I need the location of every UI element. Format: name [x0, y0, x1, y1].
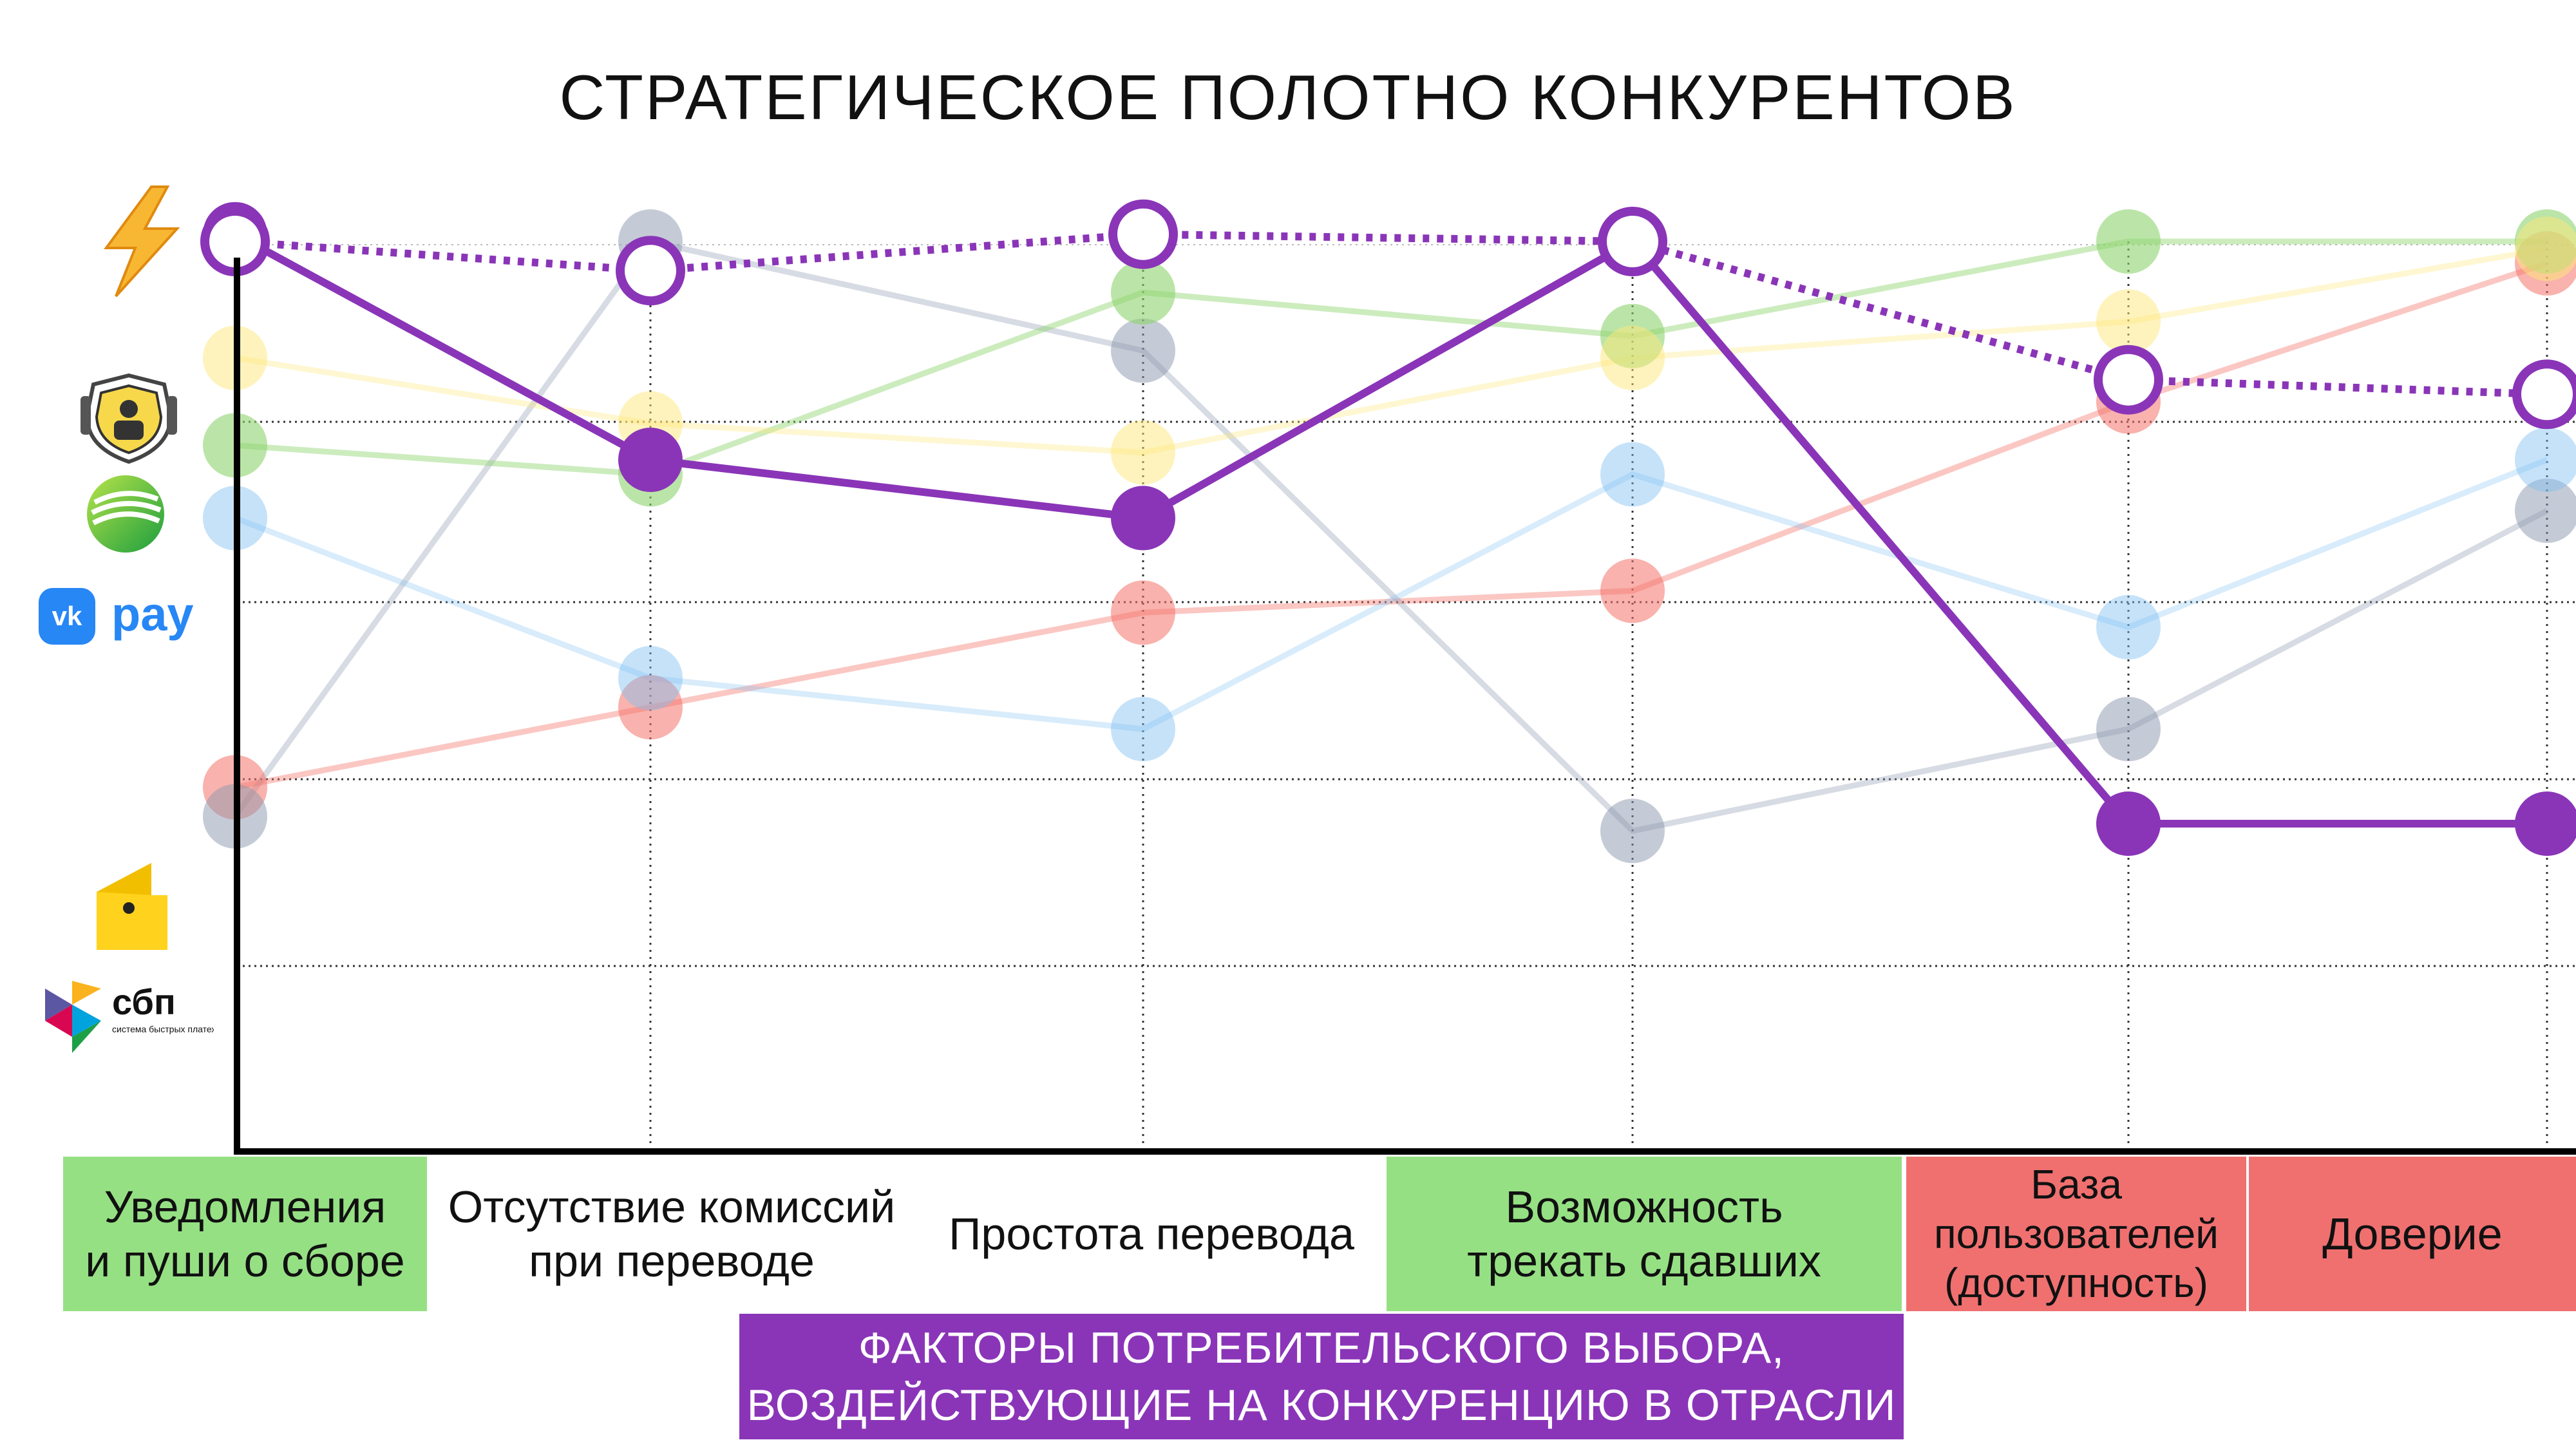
category-simplicity: Простота перевода — [916, 1157, 1387, 1311]
series-5-point-5 — [2515, 791, 2576, 856]
series-6-point-5 — [2512, 359, 2576, 430]
chart-title: СТРАТЕГИЧЕСКОЕ ПОЛОТНО КОНКУРЕНТОВ — [559, 62, 2017, 133]
series-line-0 — [234, 260, 2548, 790]
series-5-point-4 — [2096, 791, 2161, 856]
series-line-1 — [232, 238, 2549, 834]
series-2-point-1 — [618, 646, 683, 710]
series-5-point-1 — [618, 428, 683, 492]
series-line-5 — [233, 231, 2547, 828]
lightning-icon — [104, 185, 180, 298]
series-6-point-2 — [1108, 199, 1178, 269]
series-4-point-5 — [2515, 216, 2576, 281]
pay-text: pay — [111, 587, 194, 641]
series-2-point-2 — [1111, 697, 1175, 762]
series-1-point-2 — [1111, 318, 1175, 383]
vk-badge-text: vk — [52, 601, 82, 631]
series-line-2 — [234, 457, 2548, 732]
series-4-point-2 — [1111, 420, 1175, 485]
category-trust: Доверие — [2249, 1157, 2576, 1311]
series-1-point-3 — [1600, 799, 1665, 864]
series-1-point-4 — [2096, 697, 2161, 762]
series-6-point-4 — [2094, 345, 2163, 415]
series-3-point-2 — [1111, 260, 1175, 325]
category-tracking: Возможность трекать сдавших — [1387, 1157, 1902, 1311]
series-0-point-3 — [1600, 558, 1665, 623]
series-6-point-1 — [616, 236, 685, 306]
series-2-point-4 — [2096, 594, 2161, 659]
series-line-3 — [234, 238, 2547, 478]
axes — [234, 258, 2576, 1155]
factors-banner: ФАКТОРЫ ПОТРЕБИТЕЛЬСКОГО ВЫБОРА, ВОЗДЕЙС… — [739, 1314, 1904, 1439]
sber-logo — [87, 475, 164, 553]
competitor-chart — [200, 199, 2576, 1155]
series-0-point-1 — [618, 675, 683, 740]
series-0-point-2 — [1111, 580, 1175, 645]
series-4-point-4 — [2096, 289, 2161, 354]
sbp-text: сбп — [112, 981, 176, 1022]
series-markers — [200, 199, 2576, 864]
category-no-commission: Отсутствие комиссий при переводе — [427, 1157, 916, 1311]
series-4-point-3 — [1600, 325, 1665, 390]
grid — [237, 242, 2576, 1150]
series-6-point-3 — [1598, 207, 1667, 276]
series-1-point-5 — [2515, 478, 2576, 544]
tinkoff-logo — [80, 373, 177, 464]
series-line-6 — [234, 230, 2548, 399]
series-2-point-3 — [1600, 442, 1665, 507]
sbp-logo: сбп система быстрых платежей — [45, 981, 214, 1053]
series-3-point-4 — [2096, 209, 2161, 274]
series-5-point-2 — [1111, 486, 1175, 551]
category-notifications: Уведомления и пуши о сборе — [63, 1157, 427, 1311]
factors-line-1: ФАКТОРЫ ПОТРЕБИТЕЛЬСКОГО ВЫБОРА, — [858, 1323, 1785, 1373]
vkpay-logo: vk pay — [39, 587, 194, 645]
series-line-4 — [234, 245, 2548, 456]
series-lines — [232, 230, 2549, 834]
category-user-base: База пользователей (доступность) — [1906, 1157, 2246, 1311]
yoomoney-logo — [97, 863, 167, 950]
series-2-point-5 — [2515, 428, 2576, 492]
sbp-subtext: система быстрых платежей — [112, 1024, 214, 1034]
factors-line-2: ВОЗДЕЙСТВУЮЩИЕ НА КОНКУРЕНЦИЮ В ОТРАСЛИ — [746, 1380, 1897, 1430]
